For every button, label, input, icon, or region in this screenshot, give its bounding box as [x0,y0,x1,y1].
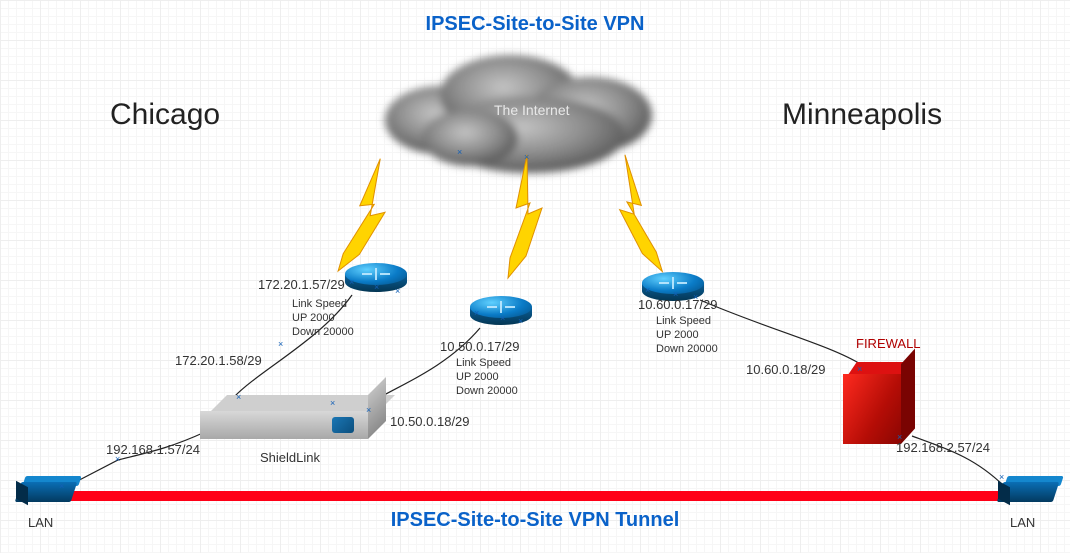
router-a-icon [345,263,407,295]
firewall-label: FIREWALL [856,336,921,352]
router-b-ip: 10.50.0.17/29 [440,339,520,355]
anchor-marker: × [524,153,532,161]
router-b-icon [470,296,532,328]
lan-left-switch-icon [18,476,74,504]
shieldlink-wan2-ip: 10.50.0.18/29 [390,414,470,430]
lan-right-switch-icon [1000,476,1056,504]
firewall-lan-ip: 192.168.2.57/24 [896,440,990,456]
shieldlink-wan1-ip: 172.20.1.58/29 [175,353,262,369]
site-right-label: Minneapolis [782,96,942,134]
router-c-ip: 10.60.0.17/29 [638,297,718,313]
router-a-ip: 172.20.1.57/29 [258,277,345,293]
shieldlink-icon [200,395,368,439]
firewall-icon [843,362,915,444]
site-left-label: Chicago [110,96,220,134]
diagram-title: IPSEC-Site-to-Site VPN [0,12,1070,37]
tunnel-title: IPSEC-Site-to-Site VPN Tunnel [0,508,1070,533]
firewall-wan-ip: 10.60.0.18/29 [746,362,826,378]
cloud-label: The Internet [494,102,570,120]
shieldlink-lan-ip: 192.168.1.57/24 [106,442,200,458]
bolts-group [338,152,662,278]
router-c-speed: Link Speed UP 2000 Down 20000 [656,315,718,356]
router-b-speed: Link Speed UP 2000 Down 20000 [456,357,518,398]
router-a-speed: Link Speed UP 2000 Down 20000 [292,298,354,339]
anchor-marker: × [457,148,465,156]
shieldlink-label: ShieldLink [260,450,320,466]
anchor-marker: × [278,340,286,348]
